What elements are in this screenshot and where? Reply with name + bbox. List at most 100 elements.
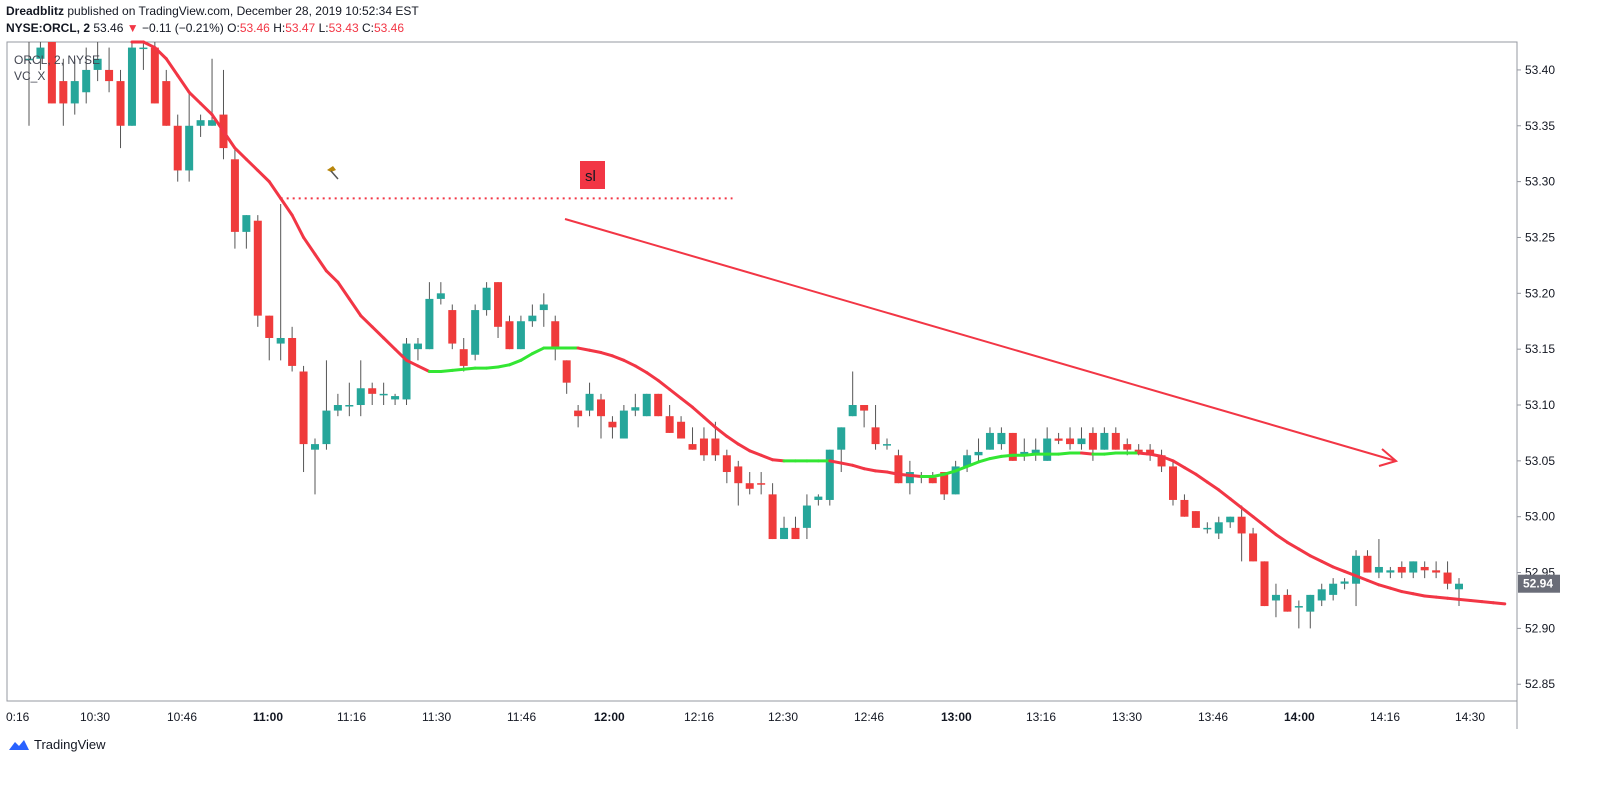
ma-segment (496, 363, 511, 369)
candle-body-down (288, 337, 297, 366)
candle (1340, 578, 1349, 590)
candle (1054, 432, 1063, 445)
candle-body-up (1031, 449, 1040, 456)
candle-body-up (780, 527, 789, 540)
candle-body-down (1249, 533, 1258, 562)
candle (860, 405, 869, 428)
ma-segment (828, 459, 843, 465)
tradingview-footer[interactable]: TradingView (8, 737, 106, 752)
ma-segment (1251, 515, 1267, 528)
candle-body-down (940, 472, 949, 495)
ma-segment (1148, 452, 1164, 458)
candle (1249, 527, 1258, 562)
ma-segment (1297, 547, 1312, 558)
price-tick-label: 53.40 (1525, 63, 1555, 77)
candle-body-up (974, 451, 983, 456)
candle-body-up (585, 393, 594, 411)
candle-body-down (1432, 570, 1441, 573)
candle-body-up (196, 120, 205, 126)
ma-segment (748, 449, 763, 457)
current-price-box (1518, 574, 1560, 593)
candle (1420, 561, 1429, 579)
candle-body-up (642, 393, 651, 417)
candle (585, 382, 594, 417)
candle (768, 483, 777, 540)
candle-body-up (322, 410, 331, 445)
ma-segment (256, 168, 271, 184)
ma-segment (965, 460, 981, 468)
candle (1191, 511, 1200, 528)
ma-segment (1308, 554, 1324, 563)
candle (940, 472, 949, 500)
ma-segment (1057, 451, 1072, 456)
candle (93, 42, 102, 82)
candle (276, 203, 285, 361)
ma-segment (576, 346, 592, 352)
candle (1237, 505, 1246, 562)
ma-segment (885, 470, 900, 476)
candle-body-up (802, 505, 811, 528)
ma-segment (771, 458, 786, 463)
legend-symbol[interactable]: ORCL, 2, NYSE (14, 53, 101, 67)
candle-body-down (1111, 432, 1120, 450)
candle-body-up (825, 449, 834, 500)
candle-body-down (448, 310, 457, 344)
candle-body-up (276, 337, 285, 344)
candle (333, 393, 342, 417)
ma-segment (244, 157, 260, 172)
candle (173, 114, 182, 182)
candle-body-up (436, 293, 445, 299)
candle (1386, 566, 1395, 579)
candle-body-down (1191, 511, 1200, 528)
ma-segment (588, 348, 603, 355)
ma-segment (999, 453, 1015, 458)
candle-body-up (539, 304, 548, 311)
low-value: 53.43 (328, 21, 359, 35)
candle-body-up (391, 396, 400, 400)
candle (745, 472, 754, 495)
ma-segment (267, 180, 283, 200)
time-tick-label: 10:30 (80, 710, 110, 724)
candle-body-up (1100, 432, 1109, 450)
candle-body-down (162, 81, 171, 126)
ma-segment (221, 129, 237, 150)
candle (951, 460, 960, 495)
candle-body-up (516, 321, 525, 350)
ma-segment (359, 314, 374, 329)
candle (1283, 589, 1292, 612)
time-tick-label: 10:46 (167, 710, 197, 724)
candle-body-down (47, 42, 56, 104)
candle-body-down (1008, 432, 1017, 461)
candle-body-down (299, 371, 308, 445)
candle-body-down (173, 125, 182, 171)
candle (402, 337, 411, 406)
ma-segment (1263, 524, 1278, 537)
candle-body-down (1180, 499, 1189, 517)
candle-body-up (1203, 527, 1212, 530)
author-name[interactable]: Dreadblitz (6, 4, 65, 18)
candle-body-up (1306, 594, 1315, 612)
candle (608, 416, 617, 439)
ma-segment (324, 269, 340, 284)
candle-body-up (345, 405, 354, 407)
candle-body-down (1169, 466, 1177, 500)
candle (574, 405, 583, 428)
ma-segment (1365, 578, 1381, 587)
ma-segment (1388, 586, 1404, 594)
candle (1100, 427, 1109, 450)
candle (448, 304, 457, 350)
ma-segment (1079, 451, 1095, 456)
time-tick-label: 12:16 (684, 710, 714, 724)
candle (345, 382, 354, 417)
ma-segment (1137, 451, 1152, 456)
candle-body-up (93, 58, 102, 70)
time-tick-label: 12:46 (854, 710, 884, 724)
ma-segment (507, 358, 523, 367)
candle-body-down (1123, 444, 1132, 450)
legend-indicator[interactable]: VC_X (14, 69, 46, 83)
candle (1374, 539, 1383, 579)
candle (471, 304, 480, 361)
candle-body-down (150, 47, 159, 104)
candle (848, 371, 857, 417)
